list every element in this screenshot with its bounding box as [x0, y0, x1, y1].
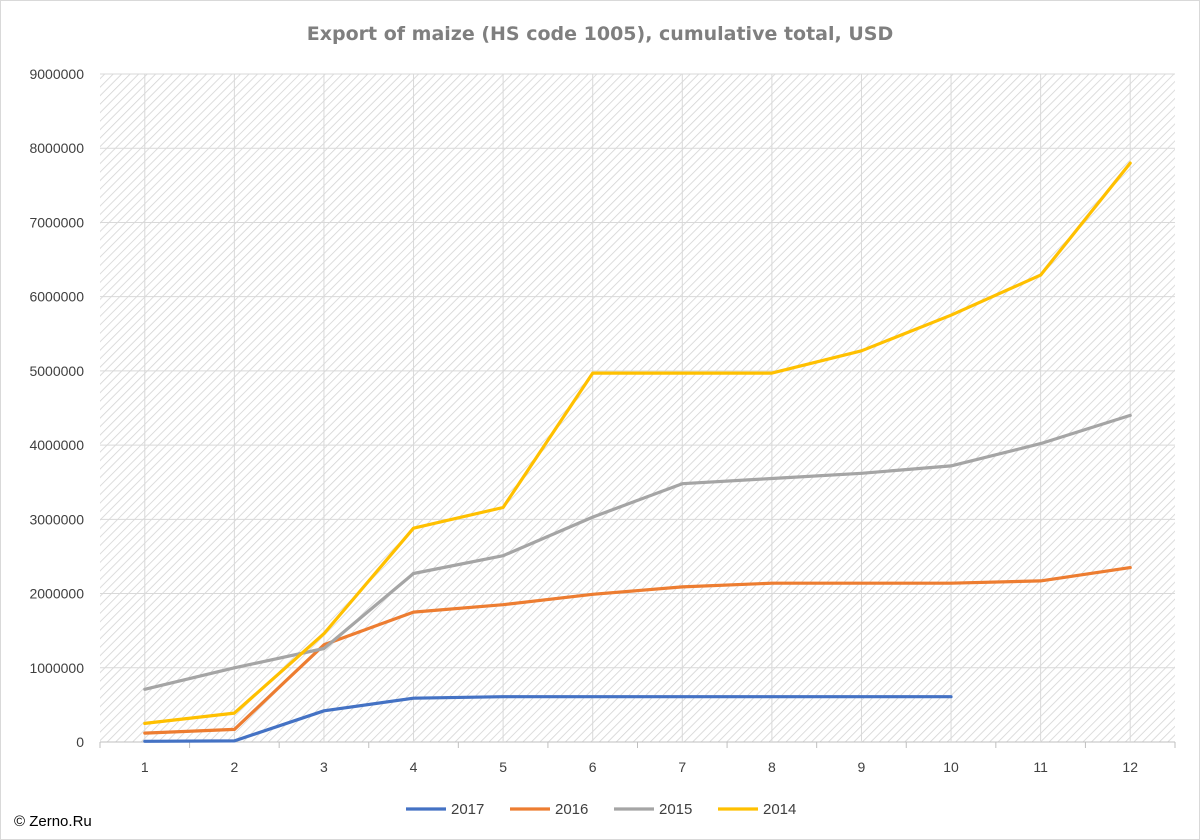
x-tick-label: 4 [410, 759, 418, 775]
x-tick-label: 12 [1122, 759, 1138, 775]
x-axis-ticks: 1 2 3 4 5 6 7 8 9 10 11 12 [141, 759, 1138, 775]
x-tick-label: 2 [230, 759, 238, 775]
y-tick-label: 4000000 [29, 437, 84, 453]
legend: 2017 2016 2015 2014 [406, 801, 796, 818]
series-line-2015 [143, 413, 1132, 691]
plot-area [100, 74, 1175, 742]
y-tick-label: 7000000 [29, 214, 84, 230]
x-tick-label: 6 [589, 759, 597, 775]
x-tick-label: 10 [943, 759, 959, 775]
legend-label-2014: 2014 [763, 801, 796, 818]
y-tick-label: 6000000 [29, 289, 84, 305]
series-line-2017 [143, 695, 953, 743]
series-lines [143, 161, 1132, 743]
copyright-text: © Zerno.Ru [14, 813, 92, 830]
x-tick-label: 11 [1033, 759, 1048, 775]
y-axis-ticks: 0 1000000 2000000 3000000 4000000 5000000 6000… [29, 66, 84, 750]
x-tick-label: 5 [499, 759, 507, 775]
y-tick-label: 1000000 [29, 660, 84, 676]
y-tick-label: 3000000 [29, 511, 84, 527]
x-tick-label: 8 [768, 759, 776, 775]
legend-label-2017: 2017 [451, 801, 484, 818]
series-line-2016 [143, 565, 1132, 735]
legend-label-2015: 2015 [659, 801, 692, 818]
x-tick-label: 1 [141, 759, 149, 775]
y-tick-label: 8000000 [29, 140, 84, 156]
legend-label-2016: 2016 [555, 801, 588, 818]
x-tick-label: 3 [320, 759, 328, 775]
y-tick-label: 5000000 [29, 363, 84, 379]
x-tick-label: 9 [858, 759, 866, 775]
x-tick-label: 7 [678, 759, 686, 775]
chart-title: Export of maize (HS code 1005), cumulati… [307, 23, 893, 45]
y-tick-label: 9000000 [29, 66, 84, 82]
y-tick-label: 2000000 [29, 586, 84, 602]
y-tick-label: 0 [76, 734, 84, 750]
series-line-2014 [143, 161, 1132, 726]
